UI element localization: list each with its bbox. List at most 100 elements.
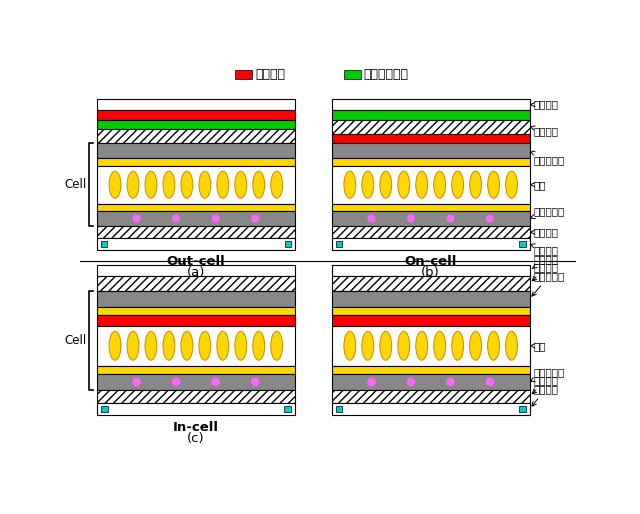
Circle shape	[408, 378, 415, 386]
Ellipse shape	[181, 332, 193, 360]
Bar	[97, 326, 294, 366]
Bar	[97, 374, 294, 390]
Bar	[332, 291, 529, 307]
Ellipse shape	[452, 171, 463, 198]
Circle shape	[133, 215, 140, 222]
Bar	[344, 70, 360, 79]
Ellipse shape	[380, 171, 392, 198]
Bar	[235, 70, 252, 79]
Text: 前導電玻璃: 前導電玻璃	[530, 151, 564, 165]
Bar	[97, 276, 294, 291]
Bar	[332, 403, 529, 415]
Bar	[332, 238, 529, 250]
Ellipse shape	[488, 332, 499, 360]
Bar	[332, 211, 529, 226]
Ellipse shape	[109, 332, 121, 360]
Text: Out-cell: Out-cell	[166, 255, 225, 268]
Ellipse shape	[235, 332, 246, 360]
Circle shape	[447, 378, 454, 386]
Ellipse shape	[217, 332, 228, 360]
Circle shape	[252, 378, 259, 386]
Text: Cell: Cell	[65, 334, 87, 347]
Bar	[101, 406, 108, 412]
Bar	[97, 120, 294, 130]
Bar	[285, 241, 291, 247]
Bar	[332, 315, 529, 326]
Ellipse shape	[127, 171, 139, 198]
Circle shape	[368, 215, 375, 222]
Bar	[332, 134, 529, 143]
Circle shape	[173, 215, 179, 222]
Ellipse shape	[380, 332, 392, 360]
Ellipse shape	[145, 332, 157, 360]
Text: 背光模組: 背光模組	[531, 244, 558, 255]
Circle shape	[133, 378, 140, 386]
Ellipse shape	[145, 171, 157, 198]
Bar	[97, 390, 294, 403]
Bar	[97, 238, 294, 250]
Ellipse shape	[416, 332, 428, 360]
Bar	[332, 204, 529, 211]
Text: 後導電玻璃: 後導電玻璃	[531, 367, 564, 381]
Bar	[97, 291, 294, 307]
Text: 黏著劍或空氣: 黏著劍或空氣	[364, 68, 409, 81]
Ellipse shape	[398, 332, 410, 360]
Bar	[97, 366, 294, 374]
Circle shape	[252, 215, 259, 222]
Bar	[332, 110, 529, 120]
Bar	[97, 143, 294, 158]
Bar	[97, 99, 294, 110]
Ellipse shape	[109, 171, 121, 198]
Text: 後導電玻璃: 後導電玻璃	[531, 206, 564, 218]
Text: 前偏光片: 前偏光片	[531, 126, 558, 136]
Ellipse shape	[434, 171, 445, 198]
Ellipse shape	[253, 332, 265, 360]
Ellipse shape	[344, 332, 356, 360]
Text: Cell: Cell	[65, 178, 87, 191]
Ellipse shape	[434, 332, 445, 360]
Text: In-cell: In-cell	[173, 421, 219, 434]
Ellipse shape	[470, 332, 481, 360]
Bar	[97, 158, 294, 166]
Ellipse shape	[416, 171, 428, 198]
Bar	[332, 99, 529, 110]
Bar	[97, 204, 294, 211]
Ellipse shape	[488, 171, 499, 198]
Ellipse shape	[199, 332, 211, 360]
Text: 背光模組: 背光模組	[532, 384, 558, 406]
Ellipse shape	[235, 171, 246, 198]
Bar	[97, 130, 294, 143]
Ellipse shape	[163, 171, 175, 198]
Text: (a): (a)	[187, 266, 205, 279]
Bar	[97, 110, 294, 120]
Ellipse shape	[362, 171, 374, 198]
Bar	[97, 226, 294, 238]
Bar	[332, 366, 529, 374]
Bar	[332, 326, 529, 366]
Circle shape	[447, 215, 454, 222]
Circle shape	[173, 378, 180, 386]
Bar	[336, 406, 342, 412]
Text: 前導電玻璃: 前導電玻璃	[532, 271, 564, 296]
Ellipse shape	[470, 171, 481, 198]
Text: 液晶: 液晶	[531, 341, 546, 351]
Bar	[97, 211, 294, 226]
Bar	[97, 315, 294, 326]
Text: 後偏光片: 後偏光片	[531, 227, 558, 237]
Ellipse shape	[506, 332, 518, 360]
Bar	[284, 406, 291, 412]
Bar	[97, 265, 294, 276]
Bar	[332, 307, 529, 315]
Ellipse shape	[452, 332, 463, 360]
Circle shape	[408, 215, 414, 222]
Bar	[332, 276, 529, 291]
Bar	[332, 166, 529, 204]
Ellipse shape	[271, 332, 283, 360]
Circle shape	[212, 215, 219, 222]
Ellipse shape	[181, 171, 193, 198]
Text: 保護玻璃: 保護玻璃	[531, 100, 558, 109]
Bar	[336, 241, 342, 247]
Bar	[101, 241, 107, 247]
Bar	[519, 406, 525, 412]
Ellipse shape	[163, 332, 175, 360]
